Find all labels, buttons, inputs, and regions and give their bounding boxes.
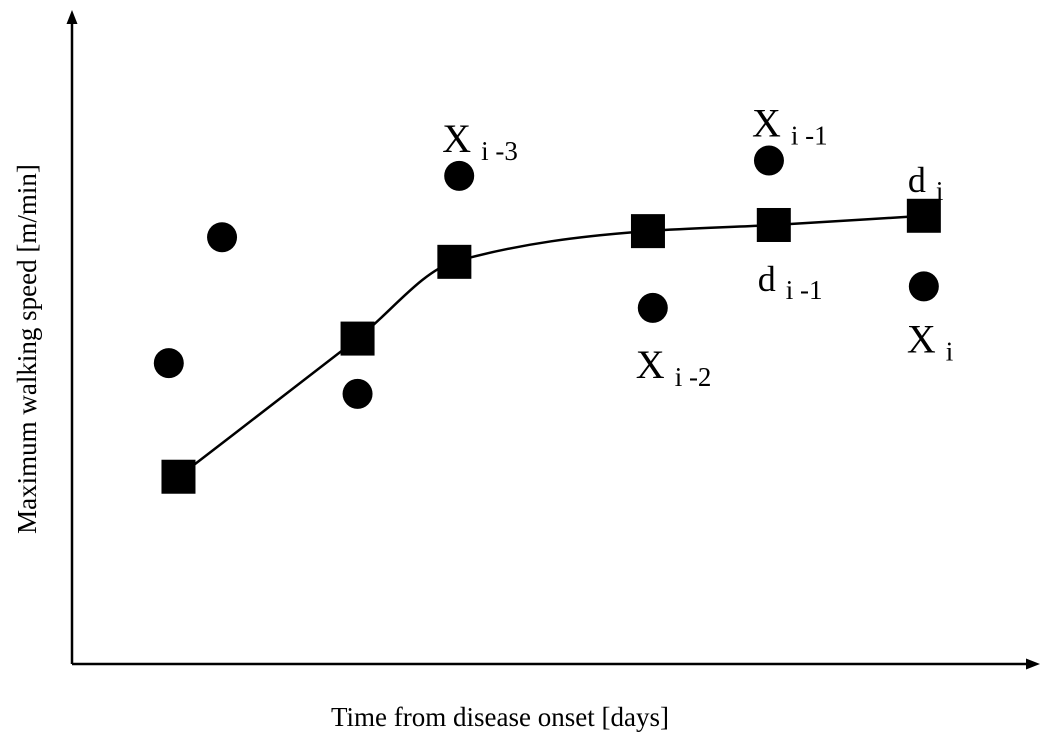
y-axis-title: Maximum walking speed [m/min] [12, 164, 42, 534]
axes [66, 10, 1040, 670]
y-axis-arrowhead [66, 10, 78, 24]
observed-point-circle-5 [753, 145, 784, 176]
label-main: X [636, 342, 665, 387]
label-main: X [752, 101, 781, 146]
label-main: X [442, 116, 471, 161]
observed-point-circle-0 [153, 348, 184, 379]
label-subscript: i -1 [791, 121, 828, 151]
observed-point-circle-2 [342, 378, 373, 409]
fitted-point-square-3 [630, 214, 665, 249]
data-marks-layer [153, 145, 941, 494]
x-axis-arrowhead [1026, 658, 1040, 670]
fitted-point-square-1 [340, 321, 375, 356]
fitted-point-square-2 [437, 244, 472, 279]
fitted-curve-line [177, 214, 924, 478]
label-subscript: i -2 [675, 362, 712, 392]
label-main: d [908, 160, 926, 200]
observed-point-circle-1 [207, 222, 238, 253]
label-main: X [907, 316, 936, 361]
label-subscript: i [936, 176, 944, 206]
x-axis-title: Time from disease onset [days] [331, 702, 669, 732]
fitted-point-square-4 [756, 207, 791, 242]
fitted-point-square-0 [161, 459, 196, 494]
fitted-curve-layer [177, 214, 924, 478]
fitted-point-square-5 [906, 198, 941, 233]
label-subscript: i -1 [786, 275, 823, 305]
label-subscript: i [946, 336, 954, 366]
label-main: d [758, 259, 776, 299]
observed-point-circle-6 [908, 271, 939, 302]
observed-point-circle-4 [637, 292, 668, 323]
label-subscript: i -3 [481, 136, 518, 166]
observed-point-circle-3 [444, 160, 475, 191]
fitted-label-4: d i -1 [758, 259, 823, 305]
